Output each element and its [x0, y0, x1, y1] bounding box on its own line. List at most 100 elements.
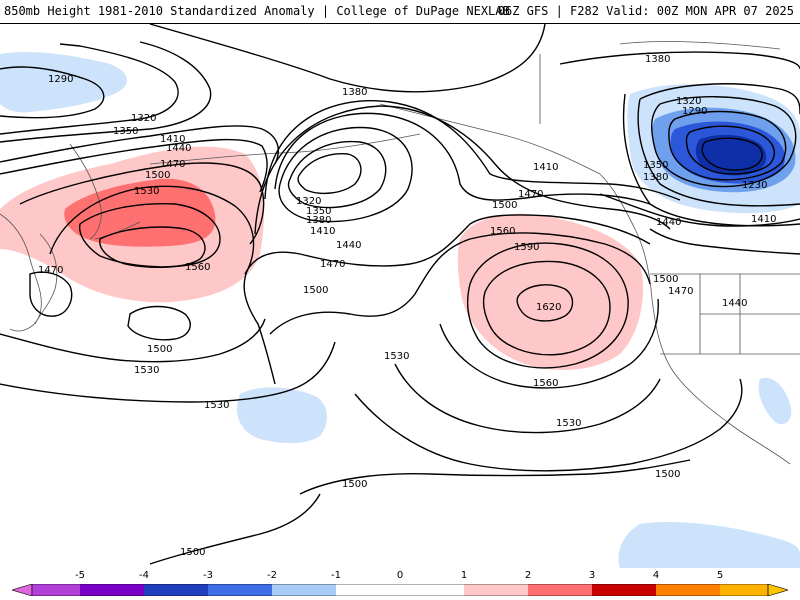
colorbar-segment: [464, 584, 528, 596]
contour-1410-ne: [599, 193, 800, 227]
contour-label: 1320: [131, 113, 156, 124]
japan-coast: [34, 233, 58, 325]
colorbar-tick-label: 3: [588, 570, 596, 581]
colorbar-tick-label: -5: [75, 570, 85, 581]
contour-1500-ce-low: [354, 378, 743, 472]
colorbar-segment: [272, 584, 336, 596]
contour-label: 1560: [490, 226, 515, 237]
colorbar-arrow-right: [767, 584, 788, 596]
colorbar-border: [31, 584, 769, 596]
colorbar-segment: [32, 584, 80, 596]
contour-1470-w: [19, 162, 265, 245]
contour-1350-c: [287, 140, 387, 209]
contour-label: 1560: [185, 262, 210, 273]
contour-1500-w: [49, 185, 276, 385]
colorbar-gradient: [12, 584, 788, 596]
contour-1500-c: [244, 214, 651, 275]
contour-label: 1230: [742, 180, 767, 191]
negative-anomaly-baja: [758, 377, 792, 425]
colorbar-tick-label: 4: [652, 570, 660, 581]
contour-1530-ce-low: [394, 363, 661, 434]
contour-1380-c: [278, 126, 413, 223]
colorbar-segment: [80, 584, 144, 596]
contour-label: 1470: [160, 159, 185, 170]
contour-label: 1350: [113, 126, 138, 137]
contour-1470-far-w: [29, 271, 73, 317]
contour-label: 1470: [668, 286, 693, 297]
header-run-info: 06Z GFS | F282 Valid: 00Z MON APR 07 202…: [497, 4, 794, 18]
colorbar-arrow-left: [12, 584, 33, 596]
contour-1440-w: [0, 138, 268, 193]
contour-1290-ne: [668, 110, 787, 181]
anomaly-map: 1290 1380 1320 1350 1410 1440 1470 1500 …: [0, 24, 800, 568]
colorbar-tick-label: -4: [139, 570, 149, 581]
colorbar-tick-label: 5: [716, 570, 724, 581]
contour-label: 1470: [320, 259, 345, 270]
colorbar-segment: [720, 584, 768, 596]
contour-label: 1410: [160, 134, 185, 145]
map-header: 850mb Height 1981-2010 Standardized Anom…: [0, 0, 800, 24]
contour-1230-ne: [701, 137, 763, 171]
contour-label: 1290: [682, 106, 707, 117]
contour-label: 1320: [296, 196, 321, 207]
contour-label: 1530: [384, 351, 409, 362]
contour-1590-ce: [482, 260, 611, 356]
contour-1560-ce: [466, 242, 629, 369]
contour-label: 1530: [204, 400, 229, 411]
contour-label: 1290: [48, 74, 73, 85]
contour-1350-ne: [637, 83, 800, 207]
contour-1530-w-lower: [0, 341, 336, 403]
asia-coast: [0, 213, 42, 332]
colorbar-tick-label: -2: [267, 570, 277, 581]
contour-1350-w: [0, 41, 212, 143]
contour-label: 1440: [722, 298, 747, 309]
contour-1530-w: [78, 202, 221, 268]
contour-label: 1590: [514, 242, 539, 253]
negative-anomaly-se: [618, 522, 800, 568]
positive-anomaly-central: [457, 213, 644, 370]
colorbar-tick-label: 2: [524, 570, 532, 581]
contour-1500-w-low: [127, 305, 191, 341]
canada-north: [539, 41, 781, 124]
contour-label: 1500: [655, 469, 680, 480]
colorbar-tick-label: -3: [203, 570, 213, 581]
contour-label: 1440: [166, 143, 191, 154]
contour-1560-w: [99, 226, 206, 268]
contour-label: 1500: [342, 479, 367, 490]
contour-label: 1350: [306, 206, 331, 217]
contour-1440-coast: [649, 228, 800, 255]
contour-label: 1530: [134, 186, 159, 197]
aleutian-chain: [149, 133, 421, 165]
contour-label: 1470: [38, 265, 63, 276]
contour-1620-ce: [516, 284, 574, 322]
contour-label: 1560: [533, 378, 558, 389]
strong-positive-anomaly-west: [64, 178, 216, 247]
colorbar-segment: [208, 584, 272, 596]
contour-label: 1500: [492, 200, 517, 211]
bc-coast: [634, 228, 791, 465]
colorbar-segment: [336, 584, 400, 596]
contour-label: 1440: [656, 217, 681, 228]
colorbar-segment: [400, 584, 464, 596]
contour-label: 1380: [645, 54, 670, 65]
colorbar-segment: [592, 584, 656, 596]
colorbar-tick-label: 0: [396, 570, 404, 581]
contour-1410-c: [274, 112, 651, 205]
negative-anomaly-south: [236, 387, 327, 444]
contour-label: 1620: [536, 302, 561, 313]
contour-1530-c: [269, 232, 651, 335]
contour-label: 1350: [643, 160, 668, 171]
colorbar-segment: [528, 584, 592, 596]
contour-label: 1500: [145, 170, 170, 181]
contour-1380-top: [149, 24, 546, 93]
contour-label: 1380: [306, 215, 331, 226]
contour-1560-ce-low: [439, 298, 659, 389]
contour-1320-w: [0, 43, 179, 135]
contour-label: 1500: [653, 274, 678, 285]
contour-label: 1410: [533, 162, 558, 173]
height-contours: [0, 24, 800, 565]
contour-label: 1320: [676, 96, 701, 107]
colorbar-segment: [656, 584, 720, 596]
header-title: 850mb Height 1981-2010 Standardized Anom…: [4, 4, 510, 18]
contour-1260-ne: [685, 125, 776, 175]
